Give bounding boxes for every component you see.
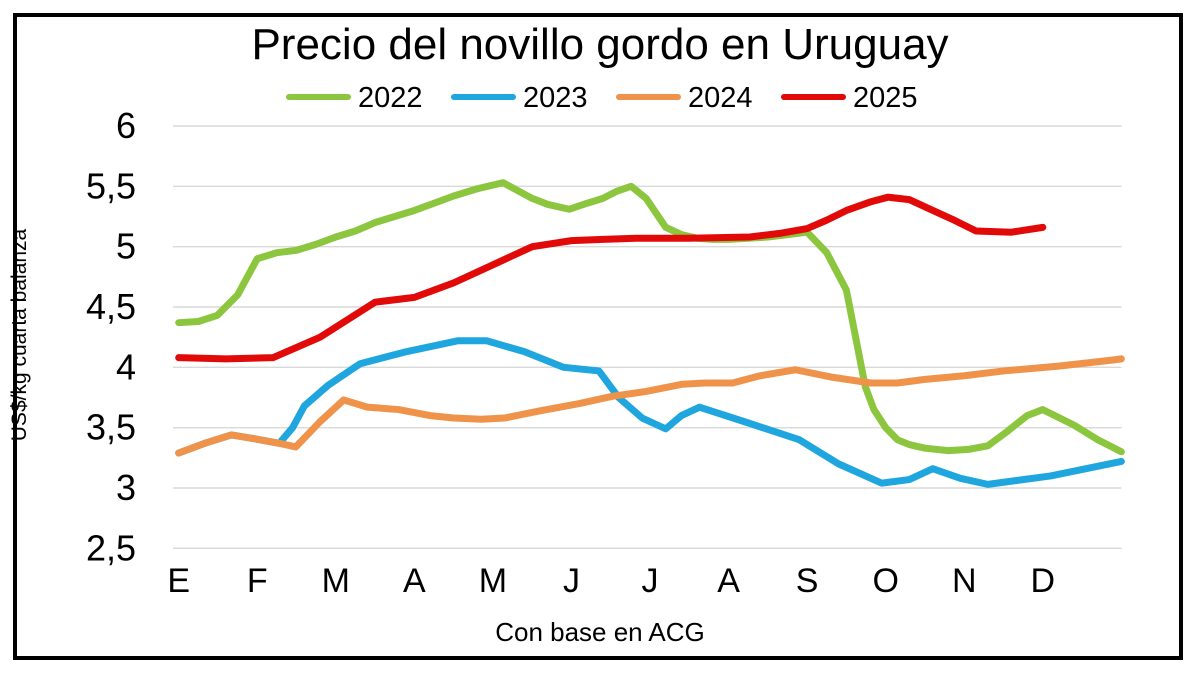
svg-text:3,5: 3,5: [86, 407, 136, 448]
svg-text:4,5: 4,5: [86, 286, 136, 327]
svg-text:J: J: [563, 562, 580, 600]
svg-text:D: D: [1031, 562, 1056, 600]
svg-text:6: 6: [116, 105, 136, 146]
svg-text:F: F: [247, 562, 268, 600]
svg-text:M: M: [322, 562, 350, 600]
svg-text:5: 5: [116, 226, 136, 267]
svg-text:N: N: [952, 562, 977, 600]
svg-text:2,5: 2,5: [86, 527, 136, 568]
svg-text:3: 3: [116, 467, 136, 508]
svg-text:S: S: [796, 562, 819, 600]
svg-text:A: A: [717, 562, 740, 600]
svg-text:J: J: [642, 562, 659, 600]
svg-text:A: A: [403, 562, 426, 600]
svg-text:4: 4: [116, 346, 136, 387]
svg-text:O: O: [872, 562, 898, 600]
svg-text:5,5: 5,5: [86, 165, 136, 206]
svg-text:M: M: [479, 562, 507, 600]
svg-text:E: E: [167, 562, 190, 600]
